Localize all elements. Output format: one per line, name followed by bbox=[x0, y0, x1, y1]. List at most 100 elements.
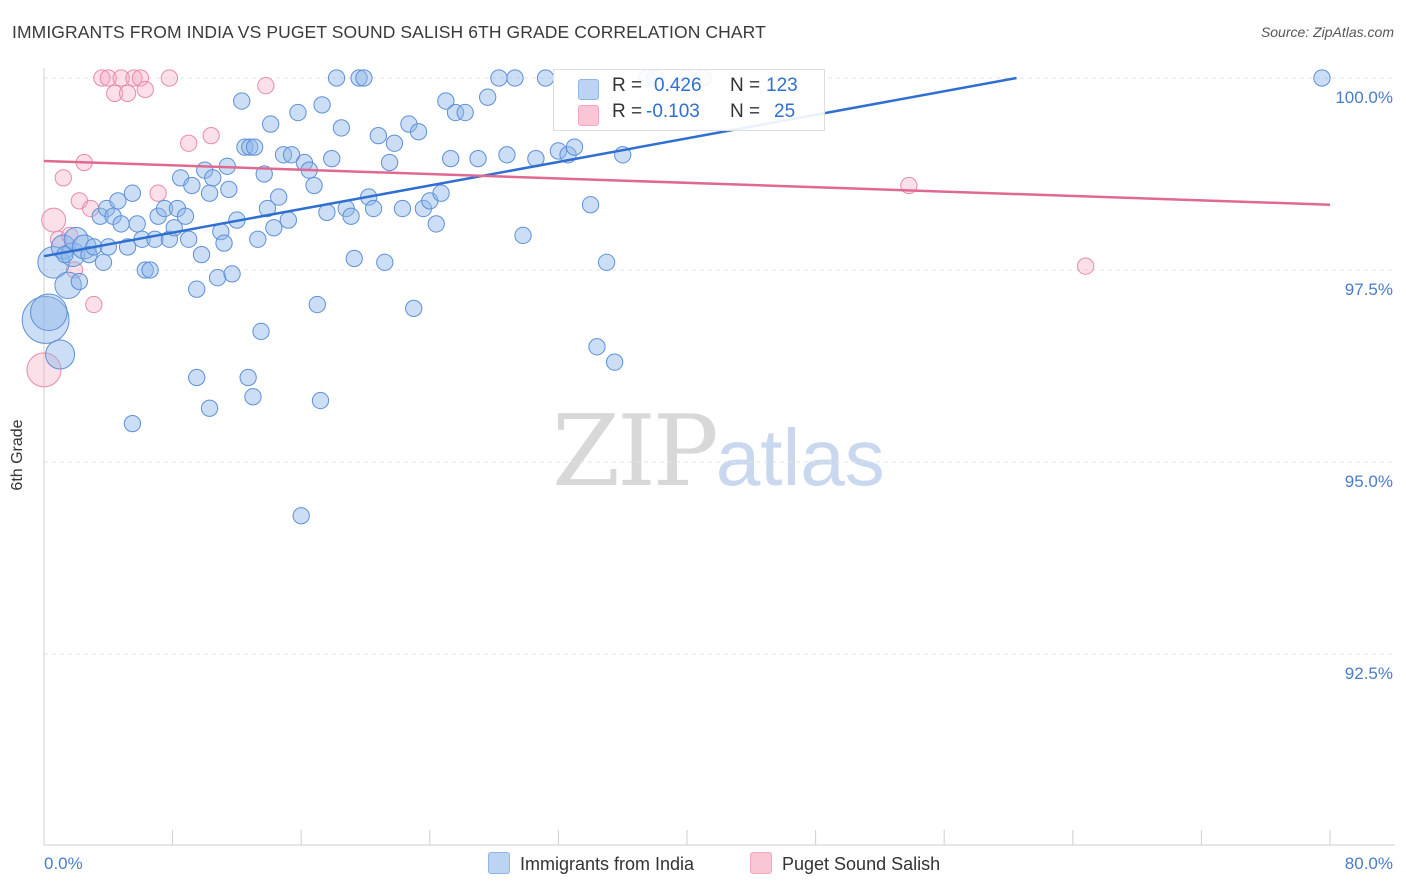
point-india bbox=[180, 230, 198, 248]
point-india bbox=[45, 339, 76, 370]
bottom-legend-label-india: Immigrants from India bbox=[520, 854, 695, 874]
point-india bbox=[241, 138, 259, 156]
point-salish bbox=[149, 184, 167, 202]
series-immigrants-from-india-points bbox=[21, 69, 1331, 525]
point-india bbox=[252, 322, 270, 341]
point-india bbox=[112, 215, 130, 233]
point-salish bbox=[26, 352, 62, 388]
trend-lines bbox=[43, 76, 1331, 258]
point-india bbox=[118, 238, 137, 256]
point-india bbox=[279, 211, 297, 229]
point-india bbox=[54, 271, 82, 300]
point-salish bbox=[180, 134, 198, 152]
stats-legend: R = 0.426 N = 123 R = -0.103 N = 25 bbox=[553, 69, 825, 131]
watermark-atlas: atlas bbox=[715, 413, 885, 502]
y-tick-label: 100.0% bbox=[1335, 88, 1393, 107]
point-india bbox=[376, 253, 394, 271]
legend-n-value: 25 bbox=[774, 101, 796, 122]
point-india bbox=[469, 149, 487, 168]
bottom-legend-swatch-india bbox=[488, 852, 510, 874]
point-india bbox=[200, 399, 219, 417]
x-tick-label: 0.0% bbox=[44, 854, 83, 873]
point-india bbox=[123, 184, 142, 202]
point-india bbox=[442, 149, 460, 168]
point-india bbox=[37, 246, 70, 279]
axes bbox=[43, 68, 1395, 846]
point-india bbox=[345, 249, 363, 268]
legend-r-label: R = bbox=[612, 75, 643, 96]
watermark-zip: ZIP bbox=[552, 395, 719, 509]
point-salish bbox=[160, 69, 179, 87]
legend-row-india: R = 0.426 N = 123 bbox=[554, 75, 824, 101]
point-india bbox=[405, 299, 423, 318]
point-india bbox=[236, 138, 254, 156]
point-india bbox=[223, 265, 241, 283]
point-india bbox=[479, 88, 497, 106]
point-india bbox=[606, 353, 624, 371]
chart-title: IMMIGRANTS FROM INDIA VS PUGET SOUND SAL… bbox=[12, 22, 766, 42]
point-india bbox=[385, 134, 404, 152]
point-india bbox=[262, 115, 280, 133]
point-salish bbox=[136, 80, 154, 99]
grid-lines bbox=[44, 77, 1395, 655]
point-india bbox=[215, 234, 233, 252]
point-india bbox=[70, 272, 89, 291]
point-india bbox=[292, 507, 310, 525]
point-india bbox=[220, 180, 238, 199]
point-salish bbox=[125, 69, 143, 87]
point-india bbox=[565, 138, 584, 156]
point-india bbox=[350, 69, 368, 87]
point-salish bbox=[1077, 257, 1095, 275]
point-india bbox=[188, 280, 206, 298]
point-india bbox=[514, 226, 532, 245]
point-india bbox=[318, 203, 336, 222]
point-india bbox=[249, 230, 267, 248]
legend-r-value: 0.426 bbox=[654, 75, 702, 96]
point-india bbox=[432, 184, 450, 202]
bottom-legend-india: Immigrants from India bbox=[488, 852, 694, 875]
legend-swatch-salish bbox=[578, 105, 599, 126]
point-india bbox=[581, 196, 600, 214]
point-india bbox=[427, 215, 445, 233]
series-puget-sound-salish-points bbox=[26, 69, 1095, 388]
point-india bbox=[128, 215, 146, 233]
point-india bbox=[409, 123, 428, 141]
legend-row-salish: R = -0.103 N = 25 bbox=[554, 101, 824, 127]
trend-line-salish bbox=[43, 159, 1331, 206]
point-india bbox=[192, 245, 211, 264]
point-india bbox=[327, 69, 346, 87]
point-salish bbox=[99, 69, 117, 87]
point-salish bbox=[112, 69, 130, 87]
point-india bbox=[289, 103, 307, 122]
point-salish bbox=[202, 126, 220, 145]
point-india bbox=[233, 92, 251, 110]
point-india bbox=[332, 119, 351, 137]
point-salish bbox=[118, 84, 137, 103]
legend-n-label: N = bbox=[730, 75, 761, 96]
point-india bbox=[1313, 69, 1331, 87]
chart-source: Source: ZipAtlas.com bbox=[1260, 24, 1394, 40]
point-india bbox=[21, 296, 70, 344]
point-india bbox=[245, 138, 264, 156]
legend-n-value: 123 bbox=[766, 75, 798, 96]
point-india bbox=[258, 199, 277, 218]
legend-r-value: -0.103 bbox=[646, 101, 700, 122]
tick-labels: 92.5% 95.0% 97.5% 100.0% 0.0% 80.0% bbox=[44, 88, 1393, 873]
point-india bbox=[498, 146, 516, 164]
bottom-legend-label-salish: Puget Sound Salish bbox=[782, 854, 941, 874]
point-india bbox=[588, 338, 606, 356]
point-india bbox=[200, 184, 219, 202]
point-india bbox=[313, 96, 331, 114]
trend-line-india bbox=[43, 76, 1017, 258]
point-salish bbox=[54, 169, 72, 187]
point-india bbox=[244, 388, 262, 406]
point-india bbox=[536, 69, 555, 87]
point-india bbox=[265, 219, 283, 237]
point-india bbox=[204, 169, 222, 187]
point-india bbox=[183, 176, 201, 195]
point-india bbox=[270, 188, 288, 206]
point-india bbox=[437, 92, 455, 110]
point-india bbox=[136, 261, 154, 279]
legend-swatch-india bbox=[578, 79, 599, 100]
point-salish bbox=[41, 207, 67, 233]
